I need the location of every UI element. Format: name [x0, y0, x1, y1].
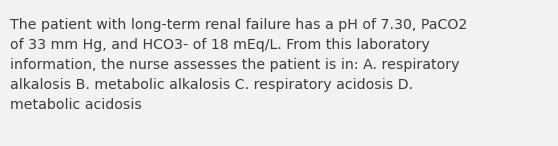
Text: The patient with long-term renal failure has a pH of 7.30, PaCO2
of 33 mm Hg, an: The patient with long-term renal failure…	[10, 18, 467, 112]
